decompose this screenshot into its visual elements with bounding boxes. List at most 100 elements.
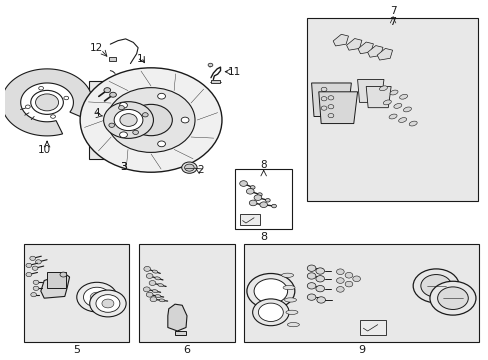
Ellipse shape [283, 285, 294, 290]
Bar [89, 81, 158, 159]
Circle shape [36, 260, 41, 264]
Circle shape [143, 287, 150, 292]
Text: 2: 2 [197, 166, 203, 175]
Text: 10: 10 [38, 145, 51, 155]
Circle shape [420, 275, 450, 297]
Circle shape [31, 293, 37, 297]
Circle shape [143, 266, 150, 271]
Ellipse shape [399, 94, 407, 99]
Circle shape [80, 68, 222, 172]
Circle shape [345, 281, 352, 287]
Circle shape [26, 273, 32, 277]
Ellipse shape [383, 100, 390, 105]
Circle shape [315, 268, 324, 274]
Circle shape [26, 263, 32, 267]
Text: 6: 6 [183, 345, 190, 355]
Bar [234, 170, 292, 229]
Bar [47, 272, 66, 288]
Polygon shape [167, 304, 186, 331]
Text: 3: 3 [120, 162, 127, 172]
Polygon shape [311, 83, 351, 117]
Ellipse shape [408, 121, 416, 126]
Circle shape [104, 88, 110, 93]
Polygon shape [318, 92, 357, 123]
Circle shape [120, 132, 127, 138]
Circle shape [30, 256, 36, 260]
Polygon shape [357, 80, 383, 102]
Circle shape [258, 303, 283, 321]
Ellipse shape [398, 118, 406, 122]
Polygon shape [357, 42, 373, 54]
Circle shape [306, 265, 315, 271]
Circle shape [146, 292, 153, 297]
Circle shape [120, 114, 137, 126]
Circle shape [103, 102, 153, 138]
Bar [24, 243, 129, 342]
Circle shape [33, 286, 39, 291]
Circle shape [107, 87, 195, 152]
Circle shape [437, 287, 468, 310]
Circle shape [336, 269, 344, 275]
Polygon shape [366, 86, 390, 108]
Ellipse shape [155, 277, 160, 280]
Ellipse shape [281, 273, 293, 277]
Circle shape [306, 283, 315, 289]
Ellipse shape [155, 294, 161, 298]
Circle shape [181, 117, 188, 123]
Circle shape [316, 297, 325, 303]
Circle shape [120, 103, 127, 108]
Ellipse shape [152, 270, 158, 273]
Polygon shape [175, 331, 185, 335]
Circle shape [90, 292, 103, 302]
Circle shape [250, 186, 255, 189]
Polygon shape [367, 46, 382, 57]
Circle shape [257, 193, 262, 196]
Circle shape [36, 94, 59, 111]
Ellipse shape [379, 86, 386, 91]
Circle shape [265, 198, 270, 202]
Circle shape [254, 195, 261, 201]
Text: 3: 3 [120, 162, 127, 172]
Text: 12: 12 [89, 43, 102, 53]
Circle shape [142, 113, 148, 117]
Ellipse shape [388, 114, 396, 119]
Ellipse shape [285, 310, 297, 314]
Bar [306, 18, 477, 201]
Circle shape [132, 130, 138, 135]
Circle shape [83, 287, 110, 307]
Circle shape [246, 274, 294, 309]
Polygon shape [332, 34, 348, 46]
Circle shape [33, 280, 39, 284]
Circle shape [109, 123, 114, 127]
Circle shape [336, 278, 344, 283]
Circle shape [150, 297, 157, 302]
Ellipse shape [159, 299, 164, 302]
Circle shape [146, 274, 153, 278]
Circle shape [254, 279, 287, 303]
Bar [109, 57, 116, 61]
Polygon shape [41, 274, 69, 298]
Ellipse shape [287, 323, 299, 327]
Circle shape [249, 200, 256, 206]
Text: 8: 8 [260, 160, 266, 170]
Ellipse shape [152, 290, 158, 293]
Circle shape [208, 63, 212, 67]
Circle shape [184, 164, 194, 171]
Circle shape [315, 285, 324, 292]
Circle shape [149, 280, 156, 285]
Text: 11: 11 [227, 67, 240, 77]
Circle shape [77, 282, 117, 312]
Circle shape [412, 269, 458, 303]
Ellipse shape [158, 284, 163, 287]
Polygon shape [346, 39, 361, 50]
Circle shape [118, 105, 124, 110]
Text: 4: 4 [93, 108, 100, 118]
Text: 1: 1 [137, 54, 143, 64]
Ellipse shape [389, 90, 397, 95]
Polygon shape [1, 69, 92, 136]
Text: 9: 9 [358, 345, 365, 355]
Circle shape [96, 294, 120, 312]
Circle shape [306, 294, 315, 300]
Circle shape [109, 92, 116, 97]
Circle shape [336, 287, 344, 292]
